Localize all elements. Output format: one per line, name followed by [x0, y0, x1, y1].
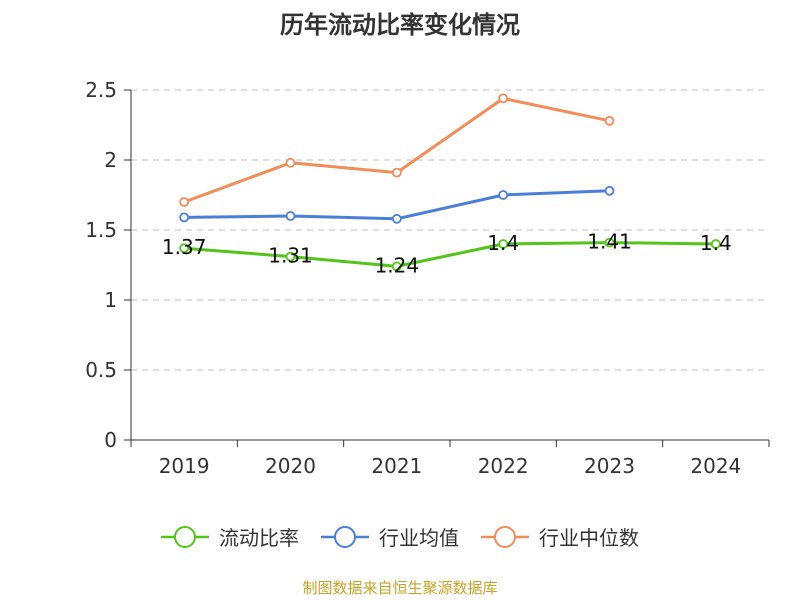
data-label: 1.37: [162, 235, 207, 259]
data-point: [391, 167, 402, 178]
data-point: [179, 243, 190, 254]
data-point: [710, 239, 721, 249]
x-tick-label: 2024: [690, 454, 741, 478]
axes: 0 0.5 1 1.5 2 2.5 2019 2020 2021 2022 2023 2024: [85, 78, 770, 478]
legend-item-2[interactable]: 行业中位数: [481, 526, 639, 550]
legend-label: 流动比率: [219, 526, 299, 550]
grid-lines: [131, 89, 769, 371]
data-point: [285, 251, 296, 262]
legend-label: 行业均值: [379, 526, 459, 550]
data-point: [498, 239, 509, 249]
legend-marker-icon: [334, 526, 356, 548]
x-tick-label: 2021: [371, 454, 422, 478]
x-tick-label: 2023: [584, 454, 635, 478]
data-label: 1.41: [587, 230, 632, 254]
x-tick-label: 2019: [159, 454, 210, 478]
data-point: [179, 197, 190, 207]
data-point: [604, 185, 615, 196]
legend[interactable]: 流动比率 行业均值 行业中位数: [161, 526, 639, 550]
data-label: 1.4: [700, 231, 732, 255]
legend-label: 行业中位数: [539, 526, 639, 550]
legend-item-1[interactable]: 行业均值: [321, 526, 459, 550]
source-note: 制图数据来自恒生聚源数据库: [302, 579, 497, 597]
y-tick-label: 1: [104, 288, 117, 312]
data-point: [179, 212, 190, 223]
data-label: 1.4: [487, 231, 519, 255]
data-label: 1.24: [375, 253, 420, 277]
y-tick-label: 1.5: [85, 218, 117, 242]
y-tick-label: 2: [104, 148, 117, 172]
y-tick-label: 0: [104, 428, 117, 452]
y-tick-label: 2.5: [85, 78, 117, 102]
data-point: [391, 213, 402, 224]
series-line-2: [183, 96, 610, 204]
data-point: [604, 115, 615, 126]
data-point: [285, 211, 296, 221]
data-point: [498, 93, 509, 104]
data-label: 1.31: [268, 244, 313, 268]
y-tick-label: 0.5: [85, 358, 117, 382]
legend-marker-icon: [174, 526, 196, 548]
x-tick-label: 2022: [478, 454, 529, 478]
chart-title: 历年流动比率变化情况: [280, 11, 520, 39]
series-line-0: [184, 241, 716, 268]
data-labels: 1.37 1.31 1.24 1.4 1.41 1.4: [162, 230, 732, 278]
data-point: [604, 237, 615, 248]
data-point: [285, 157, 296, 168]
data-point: [498, 190, 509, 200]
series-area: [179, 93, 721, 272]
data-point: [391, 261, 402, 272]
legend-item-0[interactable]: 流动比率: [161, 526, 299, 550]
legend-marker-icon: [494, 526, 516, 548]
x-tick-label: 2020: [265, 454, 316, 478]
